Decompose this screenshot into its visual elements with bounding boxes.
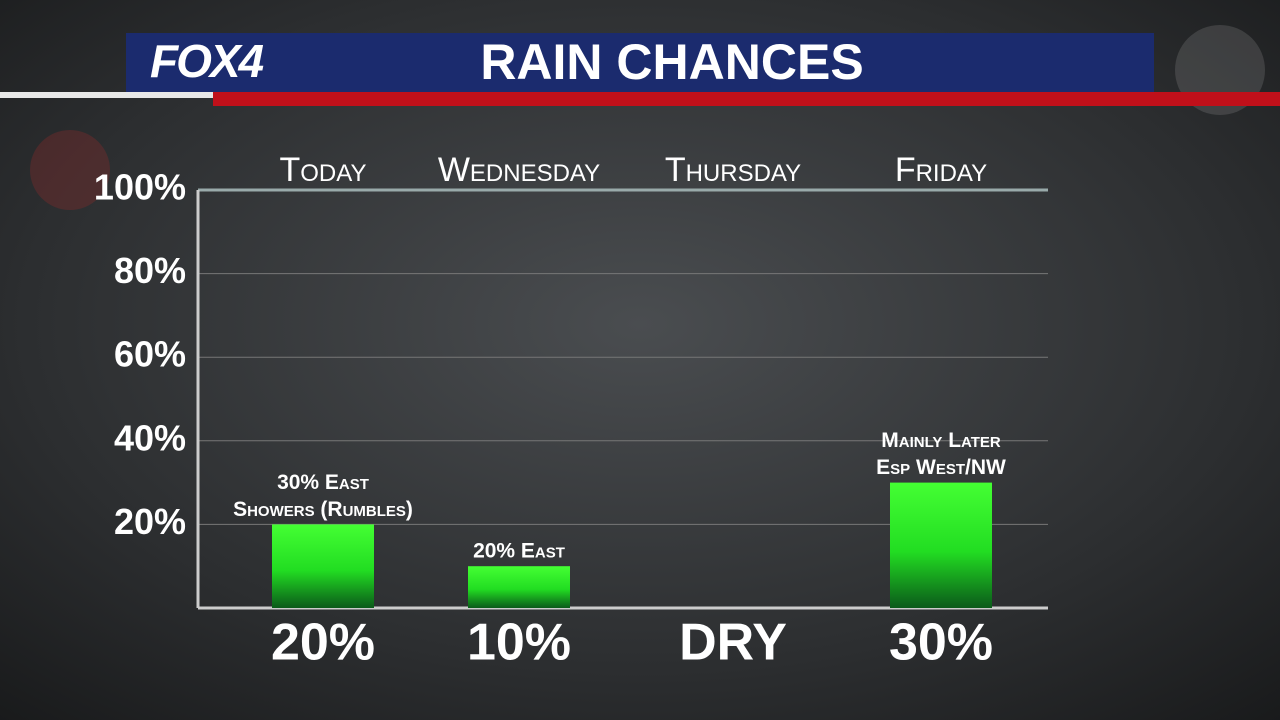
annotation: 30% East [277,471,369,494]
annotation: Showers (Rumbles) [233,498,413,521]
value-label: 30% [889,614,993,672]
header-white-line [0,92,213,98]
y-tick-label: 60% [114,334,186,375]
value-label: DRY [679,614,787,672]
annotation: Esp West/NW [876,456,1006,479]
value-label: 10% [467,614,571,672]
bar [272,524,374,608]
annotation: 20% East [473,540,565,563]
y-tick-label: 20% [114,501,186,542]
x-tick-label: Thursday [665,151,801,189]
y-tick-label: 40% [114,417,186,458]
x-tick-label: Today [279,151,366,189]
annotation: Mainly Later [881,429,1001,452]
bar [890,482,992,608]
y-tick-label: 80% [114,250,186,291]
header-red-line [213,92,1280,106]
y-tick-label: 100% [94,167,186,208]
x-tick-label: Friday [895,151,987,189]
bokeh [30,130,110,210]
chart-title: RAIN CHANCES [480,34,863,90]
value-label: 20% [271,614,375,672]
header-bar [126,33,1154,93]
x-tick-label: Wednesday [438,151,600,189]
logo: FOX4 [150,35,264,87]
bar [468,566,570,608]
